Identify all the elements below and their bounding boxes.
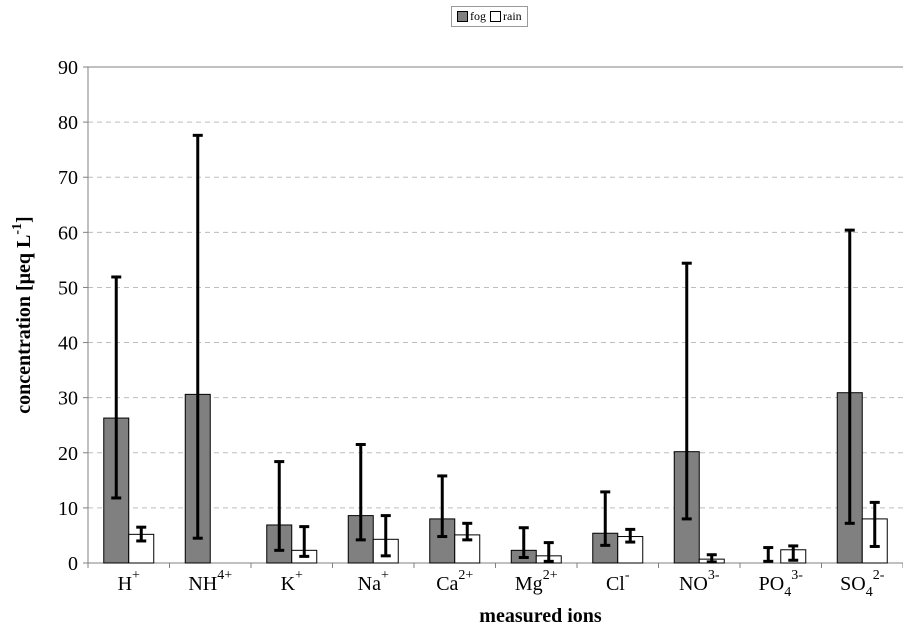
error-bar-rain — [706, 553, 717, 564]
y-axis-title: concentration [μeq L-1] — [10, 216, 35, 413]
y-tick-label: 10 — [58, 498, 78, 520]
x-tick-label: Mg2+ — [515, 568, 558, 595]
error-bar-rain — [625, 527, 636, 544]
x-tick-label: K+ — [281, 568, 303, 595]
x-tick-label: PO43- — [759, 568, 804, 600]
y-tick-label: 50 — [58, 277, 78, 299]
legend-swatch-fog — [457, 11, 468, 22]
x-tick-label: Na+ — [358, 568, 389, 595]
error-bar-fog — [355, 443, 366, 542]
legend-swatch-rain — [490, 11, 501, 22]
x-tick-label: H+ — [118, 568, 140, 595]
y-tick-label: 60 — [58, 222, 78, 244]
x-axis-title: measured ions — [479, 605, 602, 626]
legend-item-fog: fog — [457, 9, 486, 24]
y-tick-label: 90 — [58, 57, 78, 79]
x-tick-label: Cl- — [606, 568, 630, 595]
error-bar-fog — [518, 526, 529, 559]
legend-label-rain: rain — [503, 9, 522, 23]
error-bar-fog — [437, 474, 448, 539]
y-tick-label: 30 — [58, 388, 78, 410]
error-bar-rain — [380, 514, 391, 558]
legend: fog rain — [451, 6, 528, 27]
legend-item-rain: rain — [490, 9, 522, 24]
error-bar-rain — [299, 525, 310, 558]
x-tick-label: SO42- — [840, 568, 885, 600]
x-tick-label: NO3- — [679, 568, 720, 595]
error-bar-fog — [192, 133, 203, 540]
x-tick-label: NH4+ — [188, 568, 232, 595]
error-bar-fog — [681, 261, 692, 521]
y-tick-label: 0 — [68, 553, 78, 575]
error-bar-rain — [136, 525, 147, 543]
x-tick-label: Ca2+ — [436, 568, 473, 595]
y-tick-label: 20 — [58, 443, 78, 465]
error-bar-fog — [844, 228, 855, 525]
error-bar-fog — [111, 275, 122, 500]
y-tick-label: 70 — [58, 167, 78, 189]
y-tick-label: 80 — [58, 112, 78, 134]
error-bar-rain — [543, 541, 554, 563]
error-bar-fog — [600, 490, 611, 547]
error-bar-rain — [788, 544, 799, 562]
error-bar-fog — [763, 546, 774, 563]
y-tick-label: 40 — [58, 333, 78, 355]
error-bar-rain — [869, 500, 880, 548]
error-bar-fog — [274, 460, 285, 552]
legend-label-fog: fog — [470, 9, 486, 23]
error-bar-rain — [462, 521, 473, 542]
